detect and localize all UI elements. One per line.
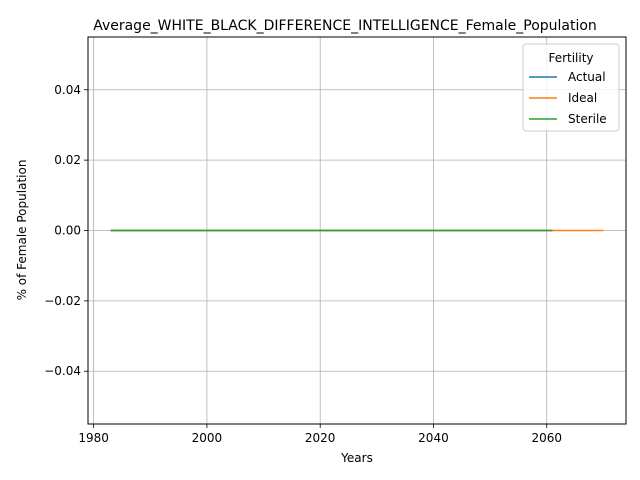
- legend-label-sterile: Sterile: [568, 112, 607, 126]
- y-tick-label: −0.02: [44, 294, 81, 308]
- chart-title: Average_WHITE_BLACK_DIFFERENCE_INTELLIGE…: [93, 18, 597, 34]
- legend-box: [522, 43, 620, 132]
- x-tick-label: 2040: [418, 431, 449, 445]
- y-tick-label: 0.04: [54, 83, 81, 97]
- legend-label-ideal: Ideal: [568, 91, 597, 105]
- x-axis-ticks: 1980 2000 2020 2040 2060: [78, 424, 562, 445]
- y-axis-label: % of Female Population: [15, 160, 29, 301]
- x-tick-label: 2000: [192, 431, 223, 445]
- legend-title: Fertility: [548, 51, 593, 65]
- x-axis-label: Years: [340, 451, 373, 465]
- y-tick-label: 0.00: [54, 224, 81, 238]
- x-tick-label: 1980: [78, 431, 109, 445]
- y-tick-label: 0.02: [54, 153, 81, 167]
- x-tick-label: 2060: [531, 431, 562, 445]
- y-tick-label: −0.04: [44, 364, 81, 378]
- legend: Fertility Actual Ideal Sterile: [522, 43, 620, 132]
- x-tick-label: 2020: [305, 431, 336, 445]
- legend-label-actual: Actual: [568, 70, 606, 84]
- y-axis-ticks: −0.04 −0.02 0.00 0.02 0.04: [44, 83, 88, 378]
